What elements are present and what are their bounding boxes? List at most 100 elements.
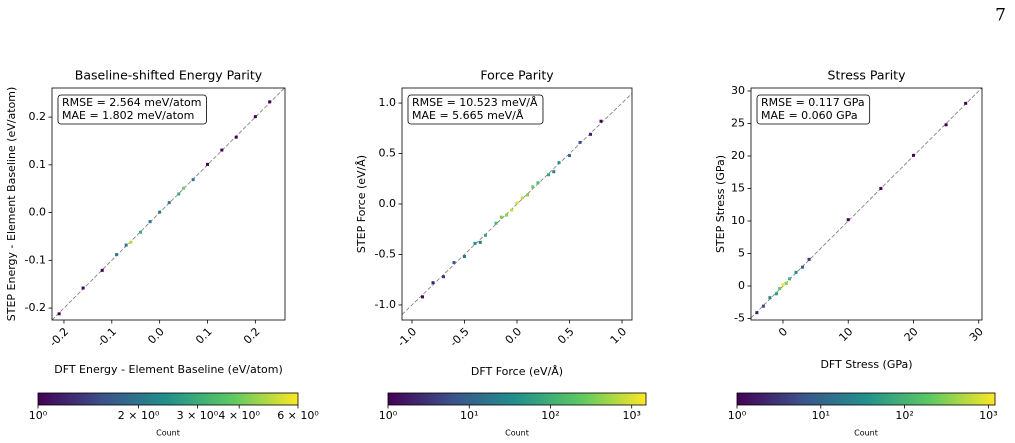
colorbar-tick-label: 4 × 10⁰ <box>218 409 260 422</box>
page-number: 7 <box>995 6 1006 26</box>
colorbar-tick-label: 10² <box>541 409 559 422</box>
hist-cell <box>879 186 883 190</box>
hist-cell <box>911 153 915 157</box>
hist-cell <box>807 257 811 261</box>
hist-cell <box>148 220 152 224</box>
hist-cell <box>124 243 128 247</box>
annotation-line: MAE = 1.802 meV/atom <box>62 109 194 122</box>
annotation-line: RMSE = 10.523 meV/Å <box>412 96 538 109</box>
x-tick-label: 0 <box>776 325 790 339</box>
y-tick-label: 0.0 <box>379 197 397 210</box>
hist-cell <box>234 135 238 139</box>
hist-cell <box>462 254 466 258</box>
y-tick-label: -0.5 <box>375 247 396 260</box>
hist-cell <box>473 241 477 245</box>
colorbar-label: Count <box>854 429 878 438</box>
colorbar-tick-label: 10¹ <box>812 409 830 422</box>
hist-cell <box>964 101 968 105</box>
hist-cell <box>778 287 782 291</box>
y-tick-label: -1.0 <box>375 298 396 311</box>
hist-cell <box>578 140 582 144</box>
x-tick-label: 1.0 <box>608 325 630 347</box>
annotation-line: MAE = 0.060 GPa <box>761 109 858 122</box>
y-tick-label: 30 <box>731 84 745 97</box>
colorbar-label: Count <box>505 429 529 438</box>
x-tick-label: 0.2 <box>241 325 263 347</box>
hist-cell <box>510 208 514 212</box>
y-tick-label: 1.0 <box>379 96 397 109</box>
colorbar-tick-label: 2 × 10⁰ <box>118 409 160 422</box>
x-axis-label: DFT Stress (GPa) <box>820 358 912 371</box>
hist-cell <box>177 192 181 196</box>
hist-cell <box>139 230 143 234</box>
x-tick-label: 0.1 <box>193 325 215 347</box>
y-axis-label: STEP Force (eV/Å) <box>355 155 368 253</box>
hist-cell <box>944 123 948 127</box>
hist-cell <box>182 186 186 190</box>
hist-cell <box>478 240 482 244</box>
colorbar-tick-label: 3 × 10⁰ <box>177 409 219 422</box>
hist-cell <box>220 148 224 152</box>
y-tick-label: 15 <box>731 181 745 194</box>
hist-cell <box>158 210 162 214</box>
x-tick-label: 30 <box>967 325 986 344</box>
axes-frame <box>750 87 983 321</box>
colorbar-tick-label: 10³ <box>622 409 640 422</box>
colorbar <box>736 392 996 406</box>
hist-cell <box>504 213 508 217</box>
hist-cell <box>557 161 561 165</box>
y-tick-label: -0.1 <box>25 253 46 266</box>
hist-cell <box>499 215 503 219</box>
y-tick-label: 0.1 <box>29 158 47 171</box>
hist-cell <box>536 181 540 185</box>
hist-cell <box>253 115 257 119</box>
chart-title: Stress Parity <box>828 68 907 83</box>
hist-cell <box>589 132 593 136</box>
y-tick-label: 0.2 <box>29 110 47 123</box>
hist-cell <box>452 261 456 265</box>
y-axis-label: STEP Energy - Element Baseline (eV/atom) <box>5 87 18 322</box>
x-tick-label: -0.2 <box>47 325 71 349</box>
y-tick-label: 5 <box>738 247 745 260</box>
colorbar-label: Count <box>156 429 180 438</box>
hist-cell <box>57 312 61 316</box>
x-tick-label: -1.0 <box>395 325 419 349</box>
annotation-line: RMSE = 2.564 meV/atom <box>62 96 201 109</box>
hist-cell <box>781 283 785 287</box>
hist-cell <box>515 201 519 205</box>
hist-cell <box>205 162 209 166</box>
y-tick-label: 25 <box>731 116 745 129</box>
hist-cell <box>81 286 85 290</box>
hist-cell <box>788 277 791 281</box>
x-tick-label: -0.5 <box>447 325 471 349</box>
hist-cell <box>552 170 556 174</box>
y-tick-label: 0 <box>738 279 745 292</box>
hist-cell <box>129 240 133 244</box>
hist-cell <box>431 281 435 285</box>
axes-frame <box>51 87 286 321</box>
hist-cell <box>784 281 788 285</box>
y-axis-label: STEP Stress (GPa) <box>714 155 727 253</box>
annotation-line: RMSE = 0.117 GPa <box>761 96 865 109</box>
colorbar-tick-label: 10⁰ <box>728 409 747 422</box>
hist-cell <box>520 196 524 200</box>
y-tick-label: -5 <box>734 312 745 325</box>
x-axis-label: DFT Force (eV/Å) <box>471 365 563 378</box>
annotation-box <box>407 94 544 125</box>
hist-cell <box>167 201 171 205</box>
colorbar <box>387 392 647 406</box>
y-tick-label: -0.2 <box>25 301 46 314</box>
hist-cell <box>755 311 759 315</box>
y-tick-label: 20 <box>731 149 745 162</box>
hist-cell <box>483 233 487 237</box>
hist-cell <box>599 119 603 123</box>
colorbar-tick-label: 10³ <box>979 409 997 422</box>
hist-cell <box>115 253 119 257</box>
hist-cell <box>531 185 535 189</box>
y-tick-label: 0.0 <box>29 206 47 219</box>
hist-cell <box>568 154 572 158</box>
x-tick-label: 0.0 <box>145 325 167 347</box>
